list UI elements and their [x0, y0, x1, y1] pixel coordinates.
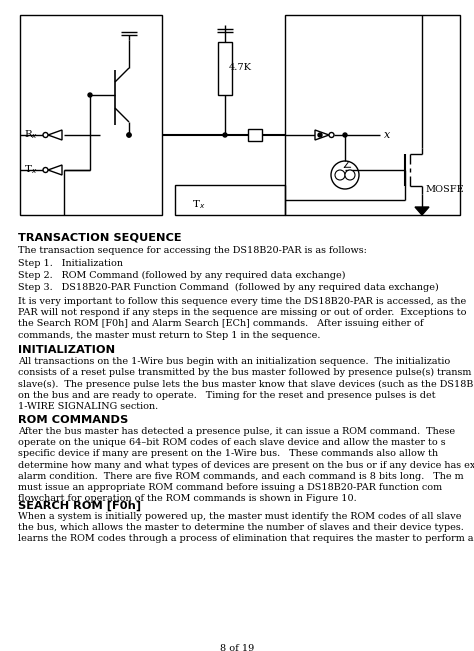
- Text: The transaction sequence for accessing the DS18B20-PAR is as follows:: The transaction sequence for accessing t…: [18, 246, 367, 255]
- Text: All transactions on the 1-Wire bus begin with an initialization sequence.  The i: All transactions on the 1-Wire bus begin…: [18, 357, 474, 411]
- Text: When a system is initially powered up, the master must identify the ROM codes of: When a system is initially powered up, t…: [18, 512, 474, 544]
- Circle shape: [127, 133, 131, 137]
- Polygon shape: [48, 130, 62, 140]
- Text: INITIALIZATION: INITIALIZATION: [18, 345, 115, 355]
- Bar: [20, 15, 162, 215]
- Bar: [175, 185, 285, 215]
- Text: T$_x$: T$_x$: [192, 199, 206, 212]
- Bar: [218, 42, 232, 95]
- Circle shape: [223, 133, 227, 137]
- Text: Step 1.   Initialization: Step 1. Initialization: [18, 259, 123, 268]
- Circle shape: [88, 93, 92, 97]
- Circle shape: [43, 167, 48, 173]
- Polygon shape: [48, 165, 62, 175]
- Text: SEARCH ROM [F0h]: SEARCH ROM [F0h]: [18, 501, 141, 511]
- Polygon shape: [415, 207, 429, 215]
- Text: MOSFE: MOSFE: [425, 185, 464, 194]
- Circle shape: [331, 161, 359, 189]
- Circle shape: [318, 133, 322, 137]
- Text: After the bus master has detected a presence pulse, it can issue a ROM command. : After the bus master has detected a pres…: [18, 427, 474, 503]
- Text: It is very important to follow this sequence every time the DS18B20-PAR is acces: It is very important to follow this sequ…: [18, 297, 466, 340]
- Circle shape: [43, 133, 48, 137]
- Circle shape: [343, 133, 347, 137]
- Bar: [285, 15, 460, 215]
- Circle shape: [335, 170, 345, 180]
- Circle shape: [329, 133, 334, 137]
- Text: R$_x$: R$_x$: [24, 129, 38, 141]
- Text: TRANSACTION SEQUENCE: TRANSACTION SEQUENCE: [18, 233, 182, 243]
- Polygon shape: [315, 130, 329, 140]
- Text: Step 2.   ROM Command (followed by any required data exchange): Step 2. ROM Command (followed by any req…: [18, 271, 346, 280]
- Circle shape: [345, 170, 355, 180]
- Bar: [248, 129, 262, 141]
- Text: 8 of 19: 8 of 19: [220, 644, 254, 651]
- Text: Step 3.   DS18B20-PAR Function Command  (followed by any required data exchange): Step 3. DS18B20-PAR Function Command (fo…: [18, 283, 439, 292]
- Text: x: x: [384, 130, 390, 140]
- Circle shape: [127, 133, 131, 137]
- Text: 4.7K: 4.7K: [229, 64, 252, 72]
- Text: T$_x$: T$_x$: [24, 163, 37, 176]
- Text: ROM COMMANDS: ROM COMMANDS: [18, 415, 128, 425]
